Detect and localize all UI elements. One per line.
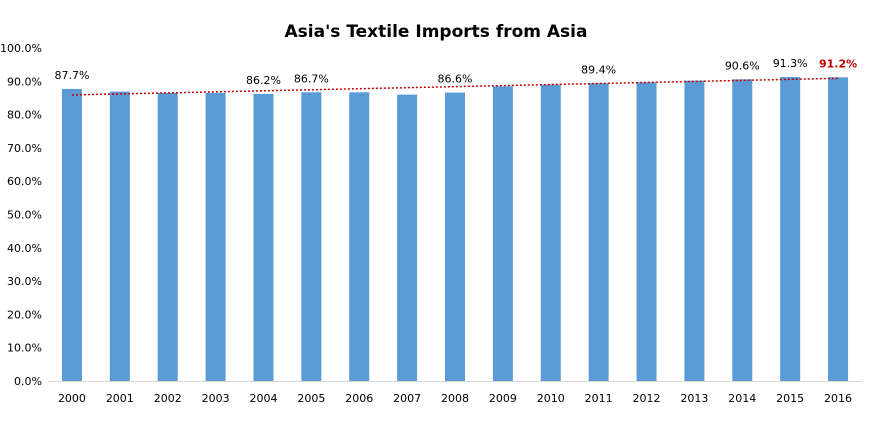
x-tick-label: 2015 <box>776 392 804 405</box>
y-tick-label: 60.0% <box>7 175 42 188</box>
data-label: 89.4% <box>581 63 616 76</box>
bar <box>445 92 465 381</box>
data-label: 86.2% <box>246 74 281 87</box>
bar <box>61 88 82 382</box>
x-tick-label: 2008 <box>441 392 469 405</box>
y-tick-label: 40.0% <box>7 242 42 255</box>
x-tick-label: 2002 <box>154 392 182 405</box>
x-tick-label: 2011 <box>585 392 613 405</box>
bar <box>205 92 226 381</box>
bar <box>636 82 657 381</box>
bar <box>780 76 801 381</box>
bar <box>732 79 753 381</box>
y-tick-label: 80.0% <box>7 109 42 122</box>
x-tick-label: 2007 <box>393 392 421 405</box>
bar <box>397 94 418 382</box>
y-tick-label: 0.0% <box>14 375 42 388</box>
bar <box>157 92 178 381</box>
x-tick-label: 2000 <box>58 392 86 405</box>
x-tick-label: 2005 <box>297 392 325 405</box>
bar <box>828 77 849 381</box>
data-label: 91.2% <box>819 57 857 70</box>
bar <box>349 92 370 381</box>
chart-title: Asia's Textile Imports from Asia <box>284 22 588 42</box>
y-tick-label: 20.0% <box>7 308 42 321</box>
bar <box>684 80 705 381</box>
x-tick-label: 2004 <box>249 392 277 405</box>
y-tick-label: 10.0% <box>7 342 42 355</box>
x-tick-label: 2016 <box>824 392 852 405</box>
y-tick-label: 30.0% <box>7 275 42 288</box>
x-tick-label: 2014 <box>728 392 756 405</box>
x-tick-label: 2012 <box>633 392 661 405</box>
x-tick-label: 2013 <box>680 392 708 405</box>
data-label: 86.7% <box>294 72 329 85</box>
data-label: 87.7% <box>54 69 89 82</box>
x-tick-label: 2010 <box>537 392 565 405</box>
bar <box>492 86 513 382</box>
y-tick-label: 100.0% <box>0 42 42 55</box>
data-label: 91.3% <box>773 57 808 70</box>
x-tick-label: 2009 <box>489 392 517 405</box>
bar <box>540 84 561 381</box>
y-tick-label: 90.0% <box>7 75 42 88</box>
bar <box>588 83 609 381</box>
bar <box>253 93 274 381</box>
bar <box>301 92 322 381</box>
x-tick-label: 2001 <box>106 392 134 405</box>
data-label: 90.6% <box>725 59 760 72</box>
data-label: 86.6% <box>438 73 473 86</box>
y-tick-label: 50.0% <box>7 209 42 222</box>
bar <box>109 91 130 382</box>
y-tick-label: 70.0% <box>7 142 42 155</box>
x-tick-label: 2003 <box>202 392 230 405</box>
x-tick-label: 2006 <box>345 392 373 405</box>
